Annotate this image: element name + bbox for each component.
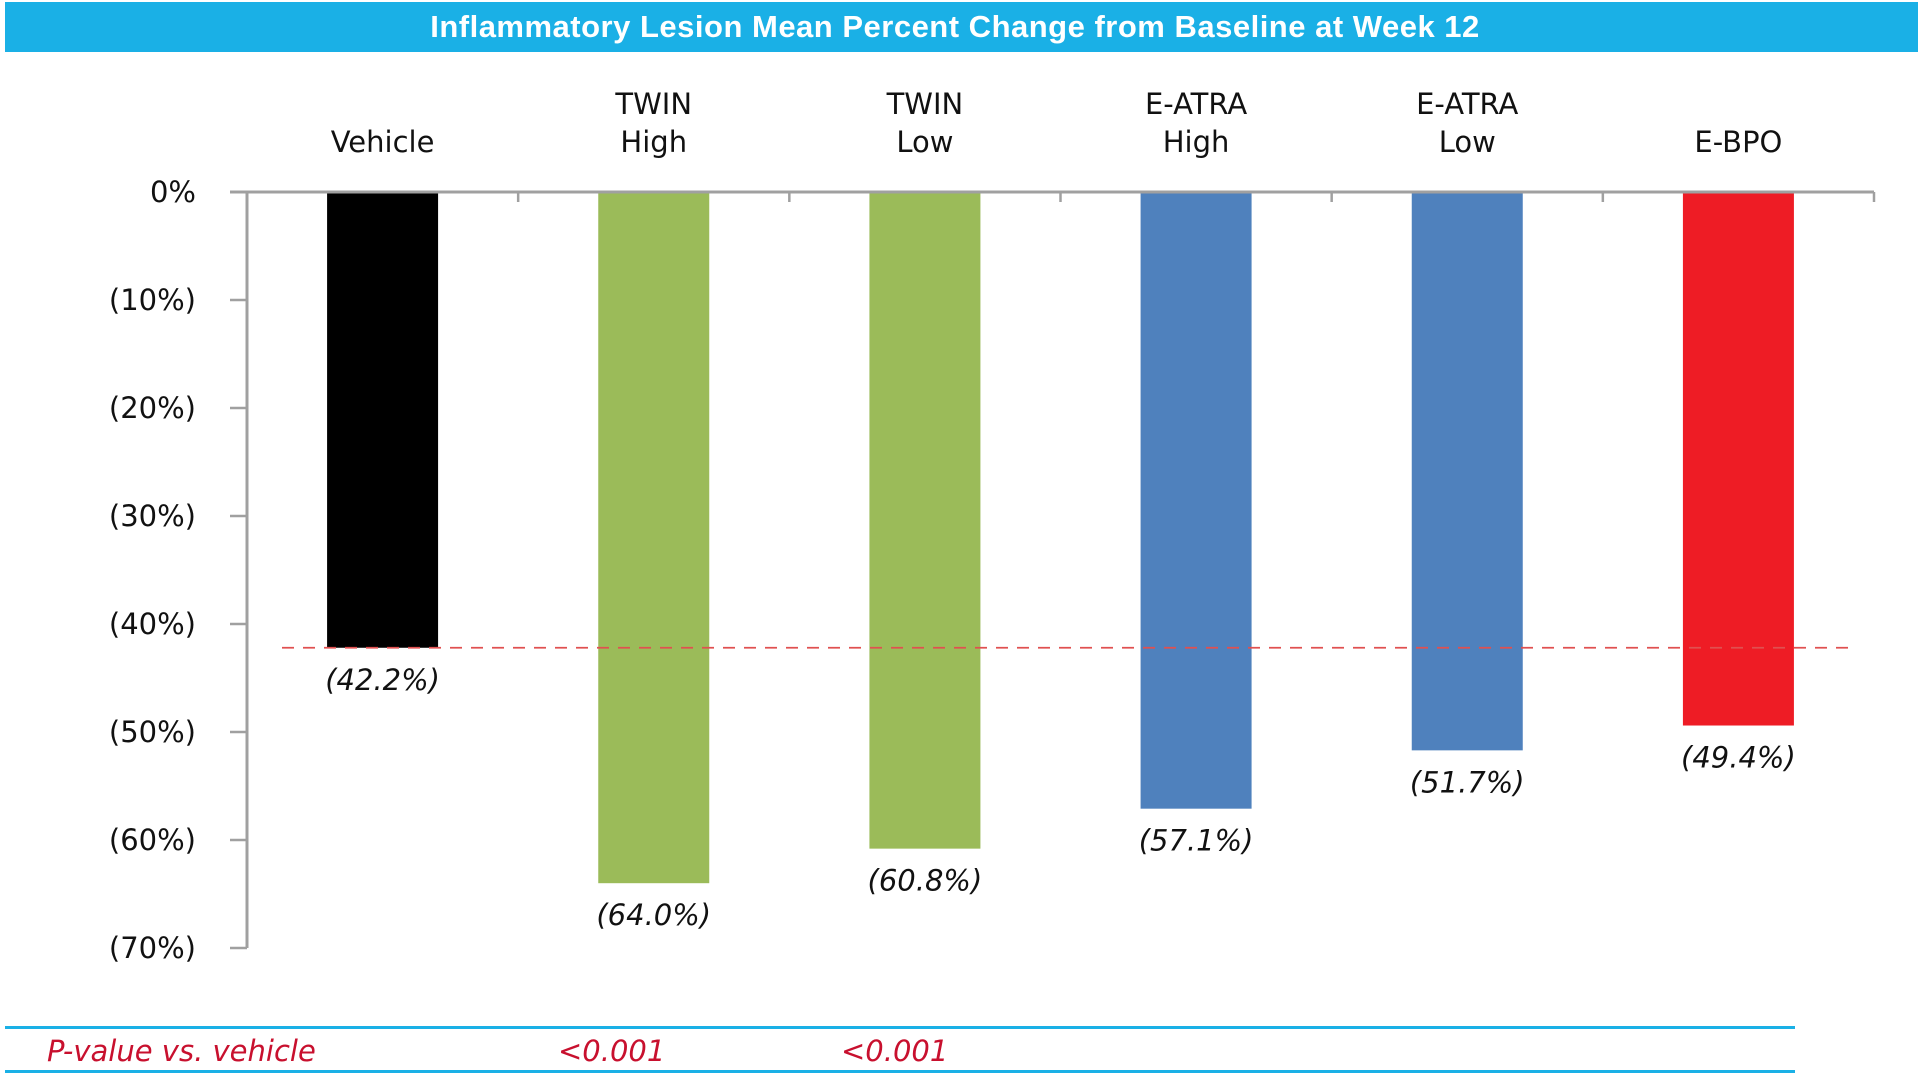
category-label: E-BPO	[1694, 125, 1782, 159]
chart-title: Inflammatory Lesion Mean Percent Change …	[430, 9, 1480, 44]
category-label: TWIN	[614, 87, 692, 121]
y-tick-label: (30%)	[109, 499, 196, 533]
category-label: Low	[1439, 125, 1496, 159]
bar-3	[1140, 193, 1252, 809]
bar-0	[327, 193, 439, 648]
category-label: Vehicle	[331, 125, 435, 159]
bar-2	[869, 193, 981, 849]
title-bar: Inflammatory Lesion Mean Percent Change …	[5, 2, 1918, 52]
data-label: (64.0%)	[596, 898, 711, 932]
data-label: (57.1%)	[1139, 824, 1254, 858]
y-tick-label: (50%)	[109, 715, 196, 749]
data-label: (49.4%)	[1681, 741, 1796, 775]
data-label: (42.2%)	[325, 663, 440, 697]
y-tick-label: (20%)	[109, 391, 196, 425]
category-label: Low	[896, 125, 953, 159]
y-tick-label: 0%	[150, 175, 196, 209]
category-label: TWIN	[886, 87, 964, 121]
category-label: High	[1163, 125, 1230, 159]
category-label: E-ATRA	[1145, 87, 1247, 121]
pvalue-row	[5, 1026, 1795, 1073]
bar-5	[1682, 193, 1794, 726]
bar-1	[598, 193, 710, 884]
category-label: High	[620, 125, 687, 159]
pvalue-twin-low: <0.001	[841, 1034, 949, 1068]
pvalue-label: P-value vs. vehicle	[47, 1034, 316, 1068]
pvalue-twin-high: <0.001	[558, 1034, 666, 1068]
bar-4	[1411, 193, 1523, 751]
data-label: (51.7%)	[1410, 765, 1525, 799]
y-tick-label: (70%)	[109, 931, 196, 965]
category-label: E-ATRA	[1416, 87, 1518, 121]
y-tick-label: (10%)	[109, 283, 196, 317]
y-tick-label: (40%)	[109, 607, 196, 641]
data-label: (60.8%)	[868, 864, 983, 898]
y-tick-label: (60%)	[109, 823, 196, 857]
bar-chart: 0% (10%) (20%) (30%) (40%) (50%) (60%) (70%) (42…	[109, 87, 1876, 965]
